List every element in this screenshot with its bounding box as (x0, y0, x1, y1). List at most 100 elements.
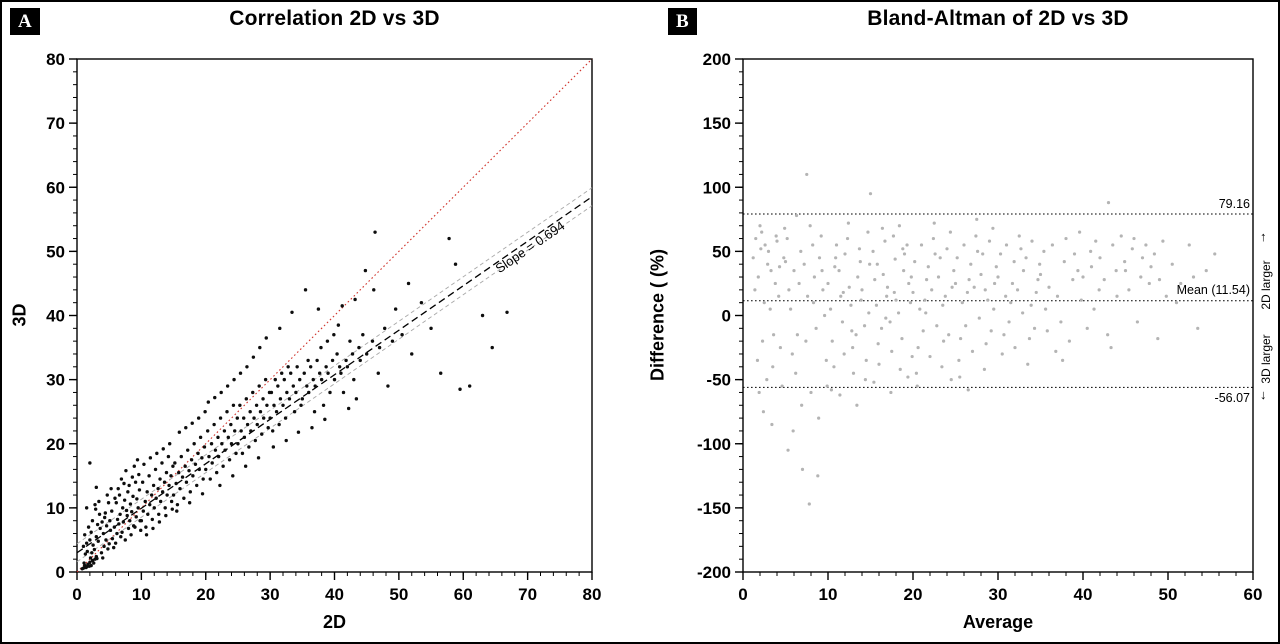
x-tick-label: 40 (1074, 585, 1093, 604)
data-point (186, 448, 190, 452)
data-point (819, 234, 823, 238)
data-point (282, 377, 286, 382)
data-point (406, 281, 411, 286)
data-point (209, 442, 214, 446)
data-point (106, 501, 111, 505)
data-point (80, 567, 84, 571)
data-point (960, 301, 964, 305)
data-point (383, 326, 387, 331)
data-point (1213, 252, 1217, 256)
data-point (1000, 352, 1004, 356)
data-point (825, 384, 829, 388)
data-point (191, 474, 195, 478)
data-point (151, 526, 155, 531)
data-point (830, 339, 834, 343)
data-point (1089, 265, 1094, 269)
data-point (846, 221, 850, 225)
data-point (154, 496, 158, 500)
data-point (337, 365, 342, 369)
data-point (453, 262, 458, 266)
data-point (957, 358, 961, 362)
data-point (1036, 277, 1040, 282)
panel-b: 0 10 20 30 40 50 60 -200 -150 -100 -50 0 50 100 150 200… (638, 2, 1278, 642)
data-point (105, 493, 109, 497)
x-tick-label: 50 (389, 585, 408, 604)
data-point (894, 298, 898, 302)
data-point (862, 324, 867, 328)
data-point (167, 483, 171, 488)
data-point (931, 236, 935, 241)
data-point (763, 243, 767, 247)
data-point (857, 247, 862, 251)
data-point (90, 558, 95, 563)
data-point (911, 290, 915, 295)
data-point (790, 352, 794, 356)
data-point (955, 256, 959, 260)
x-tick-label: 20 (904, 585, 923, 604)
data-point (141, 509, 146, 513)
data-point (335, 352, 339, 356)
data-point (757, 390, 761, 395)
data-point (239, 429, 243, 433)
data-point (1204, 269, 1208, 273)
data-point (941, 303, 945, 307)
data-point (873, 277, 877, 282)
data-point (128, 502, 133, 506)
data-point (817, 416, 821, 420)
data-point (859, 298, 863, 302)
data-point (110, 509, 114, 513)
data-point (926, 265, 930, 269)
data-point (393, 307, 398, 311)
data-point (1132, 236, 1136, 241)
data-point (1071, 277, 1075, 282)
data-point (106, 547, 110, 551)
data-point (1127, 288, 1131, 292)
data-point (350, 352, 355, 356)
data-point (122, 481, 126, 486)
data-point (245, 422, 250, 427)
data-point (146, 512, 150, 516)
data-point (94, 535, 99, 539)
data-point (363, 268, 368, 273)
data-point (158, 499, 163, 504)
data-point (928, 354, 932, 359)
data-point (102, 515, 107, 520)
data-point (280, 371, 284, 375)
data-point (758, 224, 762, 228)
data-point (778, 345, 782, 350)
data-point (807, 502, 811, 506)
data-point (163, 506, 167, 510)
data-point (505, 310, 509, 314)
data-point (940, 365, 944, 369)
data-point (202, 445, 207, 449)
data-point (800, 403, 804, 407)
data-point (996, 275, 1000, 279)
data-point (850, 329, 854, 333)
data-point (316, 307, 321, 311)
data-point (149, 493, 154, 497)
data-point (198, 435, 203, 440)
data-point (947, 333, 951, 337)
data-point (872, 380, 876, 384)
data-point (1026, 362, 1030, 366)
y-tick-label: 20 (46, 435, 65, 454)
data-point (877, 362, 881, 366)
data-point (245, 365, 249, 369)
data-point (858, 260, 862, 264)
data-point (197, 467, 202, 472)
data-point (888, 320, 892, 324)
data-point (110, 536, 115, 541)
data-point (160, 461, 164, 465)
panel-a-title: Correlation 2D vs 3D (229, 7, 440, 30)
data-point (238, 403, 242, 407)
data-point (828, 307, 833, 311)
up-arrow-icon: ↑ (1260, 229, 1267, 244)
data-point (164, 513, 168, 518)
data-point (243, 464, 248, 468)
data-point (214, 470, 219, 475)
data-point (296, 430, 301, 434)
data-point (97, 499, 101, 504)
y-tick-label: 150 (703, 114, 731, 133)
x-tick-label: 50 (1159, 585, 1178, 604)
x-tick-label: 0 (72, 585, 81, 604)
